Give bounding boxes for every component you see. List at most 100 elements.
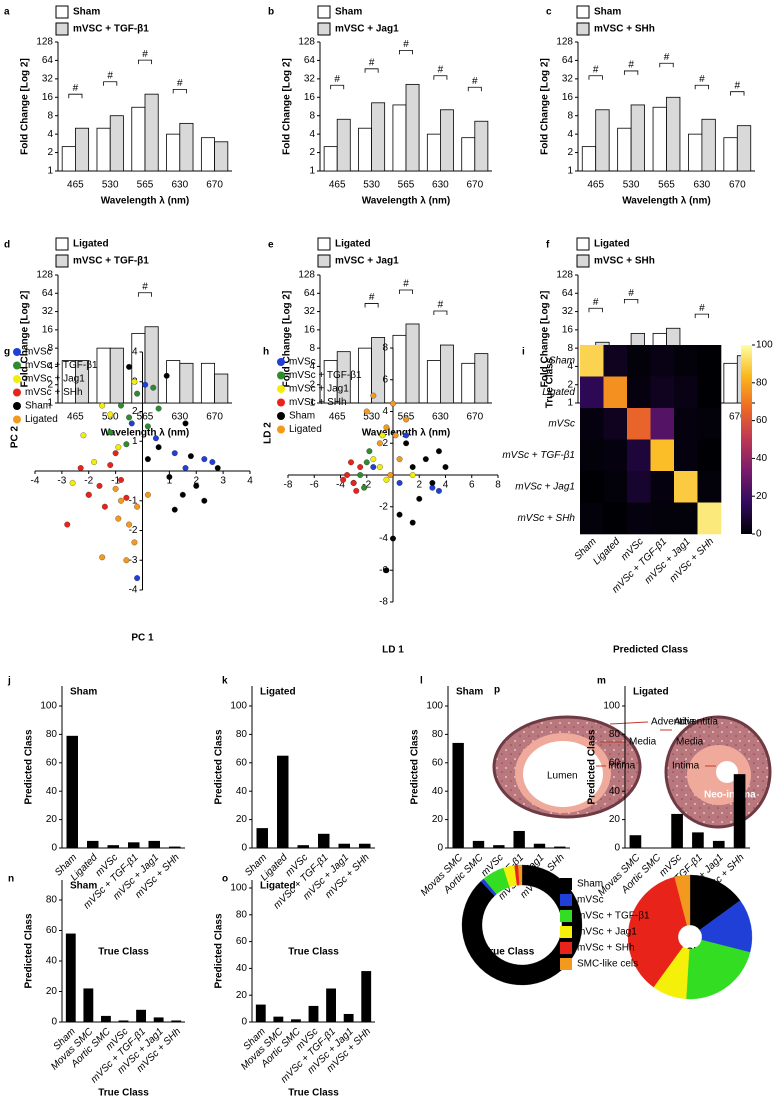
- significance-bracket: [364, 303, 379, 308]
- cell: [650, 439, 675, 472]
- y-tick-label: 8: [47, 343, 53, 354]
- legend-label: mVSc: [25, 347, 52, 358]
- significance-label: #: [142, 49, 148, 60]
- point: [115, 444, 122, 451]
- point: [91, 459, 98, 466]
- bar: [308, 1005, 319, 1022]
- legend-swatch: [560, 878, 572, 890]
- cell: [627, 502, 651, 535]
- bar: [452, 742, 464, 848]
- significance-label: #: [438, 64, 444, 75]
- y-tick-label: 60: [46, 757, 58, 768]
- point: [118, 497, 124, 504]
- significance-label: #: [628, 288, 634, 299]
- label: Neo-intima: [704, 790, 756, 801]
- y-tick-label: 1: [132, 436, 138, 447]
- x-tick-label: 2: [193, 476, 199, 487]
- y-tick-label: 60: [432, 757, 444, 768]
- x-axis-title: Wavelength λ (nm): [622, 196, 711, 207]
- y-tick-label: 20: [236, 990, 248, 1001]
- legend-label: mVSc + SHh: [25, 387, 83, 398]
- y-axis-title: Fold Change [Log 2]: [20, 291, 31, 388]
- panel-letter: b: [268, 7, 274, 18]
- bar: [338, 843, 350, 848]
- panel-letter: n: [8, 874, 14, 885]
- point: [144, 491, 151, 498]
- cell: [697, 502, 722, 535]
- x-tick-label: 630: [432, 180, 449, 191]
- bar: [131, 106, 146, 172]
- y-tick-label: 32: [42, 306, 54, 317]
- chart-title: Ligated: [260, 881, 296, 892]
- x-tick-label: -4: [336, 480, 345, 491]
- significance-bracket: [467, 86, 482, 92]
- x-tick-label: 530: [623, 180, 640, 191]
- bar: [256, 828, 268, 848]
- y-tick-label: 64: [562, 288, 574, 299]
- panel-letter: k: [222, 676, 228, 687]
- legend-label: mVSC + Jag1: [335, 24, 399, 35]
- significance-bracket: [330, 84, 345, 90]
- pie-slice: [685, 939, 751, 1000]
- point: [134, 575, 141, 582]
- significance-bracket: [137, 292, 153, 297]
- bar: [629, 835, 642, 848]
- significance-label: #: [628, 60, 634, 71]
- cell: [697, 439, 722, 472]
- y-tick-label: 2: [567, 379, 573, 390]
- point: [376, 464, 383, 471]
- legend-label: SMC-like cels: [577, 959, 638, 970]
- y-axis-title: Predicted Class: [214, 729, 225, 804]
- y-tick-label: -1: [129, 495, 138, 506]
- bar: [144, 326, 159, 404]
- legend-swatch: [317, 5, 331, 19]
- pie-slice: [627, 876, 688, 988]
- y-tick-label: 100: [603, 701, 620, 712]
- y-tick-label: 40: [432, 786, 444, 797]
- cell: [697, 345, 722, 377]
- point: [363, 459, 370, 466]
- row-label: mVSc + SHh: [517, 513, 575, 524]
- bar: [461, 137, 476, 172]
- x-tick-label: -1: [111, 476, 120, 487]
- bar: [318, 833, 330, 848]
- y-tick-label: 128: [36, 270, 53, 281]
- significance-bracket: [588, 307, 603, 313]
- chart-title: Ligated: [633, 687, 669, 698]
- bar: [96, 347, 111, 404]
- bar: [87, 840, 99, 848]
- legend-label: mVSc + SHh: [577, 943, 635, 954]
- point: [348, 459, 354, 466]
- bar: [214, 141, 229, 172]
- legend-marker: [277, 358, 285, 366]
- point: [214, 465, 221, 471]
- point: [118, 476, 124, 483]
- bar: [148, 840, 160, 848]
- y-tick-label: 0: [437, 843, 443, 854]
- bar: [723, 137, 738, 172]
- legend-swatch: [560, 958, 572, 970]
- panel-letter: m: [597, 676, 606, 687]
- point: [64, 521, 71, 528]
- bar: [66, 735, 78, 848]
- point: [416, 495, 423, 502]
- y-tick-label: 128: [298, 37, 315, 48]
- y-tick-label: 1: [309, 398, 315, 409]
- chart-title: Ligated: [260, 687, 296, 698]
- legend-swatch: [55, 254, 69, 268]
- y-tick-label: 6: [382, 374, 388, 385]
- point: [101, 503, 108, 510]
- legend-swatch: [560, 894, 572, 906]
- y-tick-label: 2: [47, 147, 53, 158]
- cell: [674, 408, 698, 440]
- y-tick-label: 2: [382, 438, 388, 449]
- point: [171, 450, 178, 457]
- point: [435, 487, 442, 494]
- cell: [580, 502, 604, 535]
- x-tick-label: 565: [137, 412, 154, 423]
- bar: [336, 118, 351, 172]
- bar: [323, 146, 338, 172]
- point: [201, 497, 208, 504]
- bar: [136, 1009, 146, 1022]
- bar: [83, 988, 94, 1022]
